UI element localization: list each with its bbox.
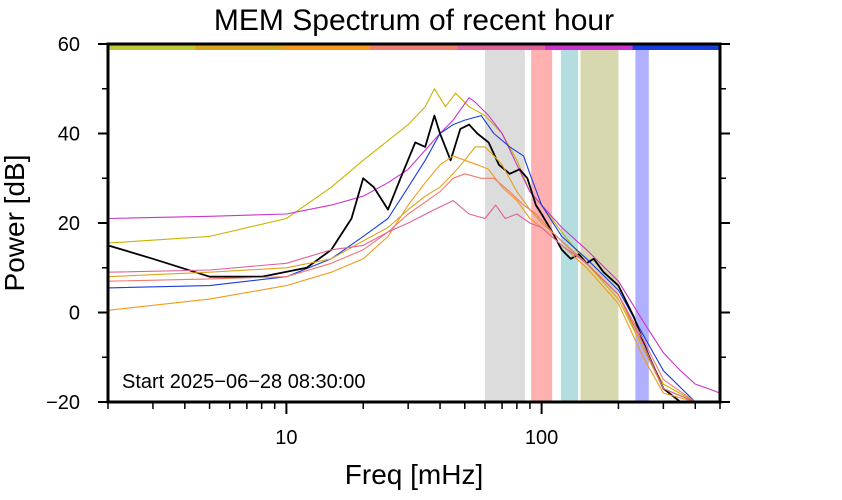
- x-tick-label-0: 10: [275, 427, 297, 449]
- y-tick-label-1: 0: [69, 303, 80, 325]
- spectrum-line-1: [108, 97, 720, 394]
- spectrum-series: [108, 88, 720, 402]
- band-bar-segment-0: [108, 45, 196, 50]
- spectrum-line-5: [108, 146, 720, 402]
- x-axis-label: Freq [mHz]: [345, 459, 483, 490]
- plot-frame: [106, 42, 722, 404]
- chart-title: MEM Spectrum of recent hour: [214, 4, 614, 37]
- spectrum-line-4: [108, 155, 720, 402]
- y-tick-label-2: 20: [58, 213, 80, 235]
- start-time-annotation: Start 2025−06−28 08:30:00: [122, 371, 366, 393]
- band-bar-segment-5: [545, 45, 634, 50]
- spectrum-line-2: [108, 115, 720, 402]
- y-axis-label: Power [dB]: [0, 155, 30, 292]
- band-bar-segment-6: [632, 45, 721, 50]
- spectrum-line-0: [108, 88, 720, 402]
- band-bar-segment-4: [457, 45, 546, 50]
- band-bar-segment-1: [195, 45, 284, 50]
- y-tick-label-3: 40: [58, 124, 80, 146]
- shaded-band-2: [560, 44, 579, 402]
- x-tick-label-1: 100: [525, 427, 558, 449]
- spectrum-line-7: [108, 200, 720, 402]
- y-tick-label-0: −20: [46, 392, 80, 414]
- shaded-bands: [484, 44, 649, 402]
- shaded-band-3: [580, 44, 619, 402]
- spectrum-line-6: [108, 173, 720, 402]
- y-tick-label-4: 60: [58, 34, 80, 56]
- frequency-band-bar: [108, 45, 721, 50]
- band-bar-segment-2: [282, 45, 371, 50]
- band-bar-segment-3: [370, 45, 459, 50]
- spectrum-line-3: [108, 114, 720, 402]
- shaded-band-0: [484, 44, 525, 402]
- shaded-band-4: [635, 44, 649, 402]
